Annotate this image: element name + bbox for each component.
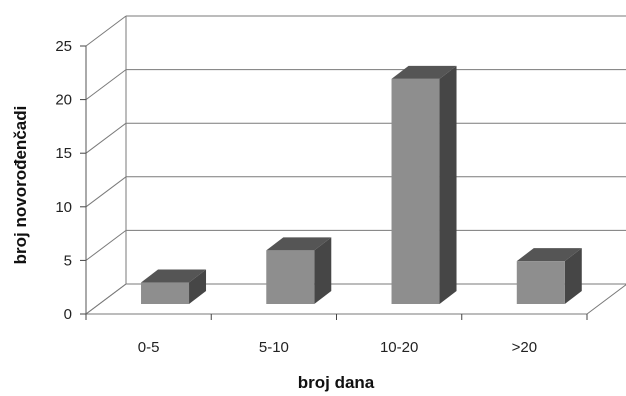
y-axis-title: broj novorođenčadi [11,106,30,265]
gridline-side [85,229,127,261]
x-tick-label: 0-5 [138,339,160,356]
y-tick-label: 0 [64,306,72,323]
gridline-side [85,15,127,47]
tick-labels: 0 5 10 15 20 25 0-5 5-10 10-20 >20 [55,38,537,356]
bars [141,65,582,304]
x-tick-label: 10-20 [380,339,418,356]
x-tick-label: >20 [512,339,537,356]
y-tick-label: 15 [55,145,72,162]
gridline-side [85,176,127,208]
y-tick-label: 5 [64,252,72,269]
gridlines [85,15,626,315]
bar [141,282,190,304]
bar [391,78,440,304]
bar-top [516,248,582,262]
gridline-side [85,122,127,154]
bar [266,250,315,304]
bar-side [189,269,207,304]
x-tick-label: 5-10 [259,339,289,356]
gridline-side [85,69,127,100]
bar-top [266,237,332,251]
y-tick-label: 10 [55,199,72,216]
bar-side [439,65,457,304]
bar-top [391,65,457,79]
chart-floor [84,283,626,315]
x-axis-title: broj dana [298,373,375,392]
floor-outline [84,283,626,315]
y-tick-label: 20 [55,92,72,109]
bar-side [564,248,582,304]
bar [516,261,565,304]
axes [80,16,588,320]
bar-top [141,269,207,283]
y-tick-label: 25 [55,38,72,55]
bar-side [314,237,332,304]
